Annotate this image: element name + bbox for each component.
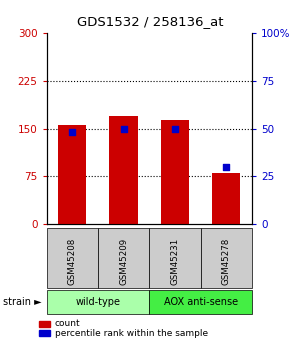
Text: wild-type: wild-type [75, 297, 120, 307]
Text: strain ►: strain ► [3, 297, 42, 307]
Bar [212, 173, 240, 224]
Bar [58, 125, 86, 224]
Text: GSM45231: GSM45231 [170, 237, 179, 285]
Point [121, 126, 126, 131]
Point [172, 126, 177, 131]
Text: AOX anti-sense: AOX anti-sense [164, 297, 238, 307]
Text: GSM45208: GSM45208 [68, 237, 77, 285]
Text: percentile rank within the sample: percentile rank within the sample [55, 329, 208, 338]
Text: GDS1532 / 258136_at: GDS1532 / 258136_at [77, 16, 223, 29]
Text: count: count [55, 319, 80, 328]
Point [224, 164, 229, 170]
Text: GSM45209: GSM45209 [119, 237, 128, 285]
Text: GSM45278: GSM45278 [222, 237, 231, 285]
Bar [110, 116, 138, 224]
Bar [161, 120, 189, 224]
Point [70, 130, 75, 135]
